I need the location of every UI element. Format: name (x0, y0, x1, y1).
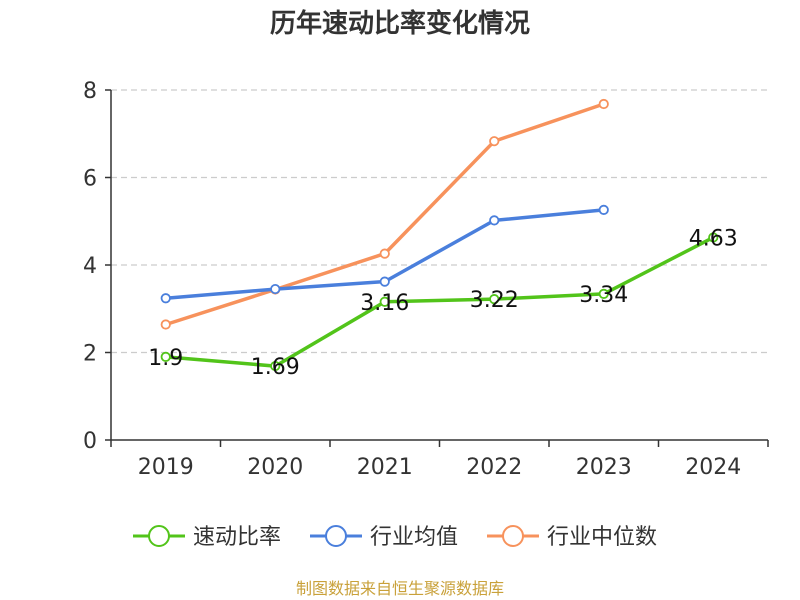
y-tick-label: 2 (83, 342, 97, 367)
x-tick-label: 2023 (576, 455, 632, 480)
x-tick-label: 2024 (685, 455, 741, 480)
plot-area (160, 98, 719, 372)
data-point[interactable] (270, 283, 281, 295)
data-point[interactable] (379, 296, 390, 307)
data-label: 1.9 (148, 346, 183, 371)
data-point[interactable] (270, 360, 281, 372)
data-point[interactable] (489, 294, 500, 305)
data-point[interactable] (598, 98, 609, 110)
series-3 (160, 98, 609, 330)
legend-label: 行业均值 (370, 525, 458, 550)
y-tick-label: 4 (83, 254, 97, 279)
data-label: 4.63 (689, 226, 738, 251)
grid-lines (111, 89, 768, 354)
x-tick-label: 2021 (357, 455, 413, 480)
data-point[interactable] (489, 136, 500, 147)
y-tick-label: 6 (83, 167, 97, 192)
legend: 速动比率 行业均值 行业中位数 (133, 525, 657, 550)
source-note: 制图数据来自恒生聚源数据库 (296, 579, 504, 598)
x-tick-label: 2019 (138, 455, 194, 480)
data-point[interactable] (598, 204, 609, 215)
data-labels: 1.9 1.69 3.16 3.22 3.34 4.63 (148, 226, 737, 380)
x-tick-label: 2020 (247, 455, 303, 480)
series-line (164, 235, 716, 368)
legend-marker (325, 525, 347, 547)
legend-marker (502, 525, 524, 547)
legend-item[interactable]: 行业均值 (310, 525, 458, 550)
data-label: 1.69 (251, 355, 300, 380)
data-label: 3.34 (579, 283, 628, 308)
legend-label: 速动比率 (193, 525, 281, 550)
legend-label: 行业中位数 (547, 525, 657, 550)
data-point[interactable] (379, 248, 390, 259)
legend-item[interactable]: 行业中位数 (487, 525, 657, 550)
data-point[interactable] (708, 232, 719, 243)
data-point[interactable] (379, 276, 390, 287)
axes: 0 2 4 6 8 2019 2020 2021 2022 2023 2024 (83, 79, 769, 480)
y-tick-label: 0 (83, 429, 97, 454)
data-point[interactable] (160, 351, 171, 362)
series-2 (160, 204, 609, 304)
legend-marker (148, 525, 170, 547)
data-point[interactable] (489, 215, 500, 226)
x-tick-label: 2022 (466, 455, 522, 480)
chart-title: 历年速动比率变化情况 (270, 8, 530, 39)
series-1 (160, 232, 719, 372)
data-label: 3.22 (470, 288, 519, 313)
legend-item[interactable]: 速动比率 (133, 525, 281, 550)
y-tick-label: 8 (83, 79, 97, 104)
data-label: 3.16 (360, 291, 409, 316)
data-point[interactable] (160, 293, 171, 304)
data-point[interactable] (160, 319, 171, 330)
data-point[interactable] (598, 288, 609, 299)
